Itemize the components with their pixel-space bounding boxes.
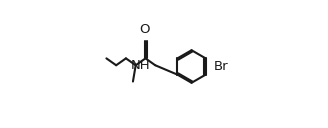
Text: NH: NH <box>131 59 151 72</box>
Text: O: O <box>139 23 149 36</box>
Text: Br: Br <box>214 60 228 73</box>
